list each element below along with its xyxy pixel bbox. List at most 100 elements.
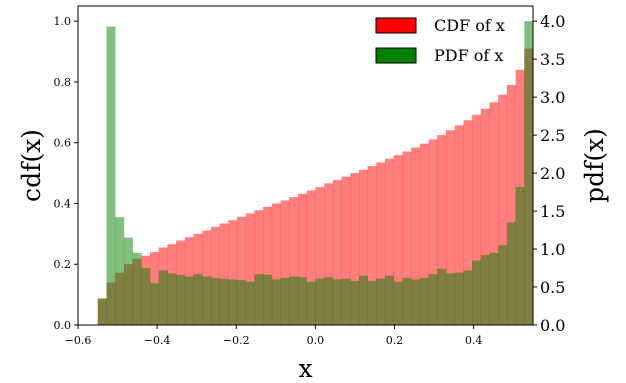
bottom-tick-label: −0.6 [65,334,92,347]
right-tick-label: 1.5 [540,202,565,221]
legend: CDF of x PDF of x [375,16,505,65]
x-axis-label: x [298,354,312,383]
pdf-bar-5 [141,268,151,325]
cdf-bar-46 [498,94,508,326]
right-tick-label: 2.5 [540,126,565,145]
pdf-bar-36 [411,279,421,325]
cdf-bar-23 [297,193,307,325]
cdf-bar-36 [411,147,421,325]
pdf-bar-14 [219,278,229,325]
pdf-bar-38 [428,274,438,325]
cdf-bar-34 [393,155,403,325]
pdf-bar-0 [97,298,107,325]
bottom-tick-label: 0.2 [386,334,404,347]
pdf-bar-25 [315,278,325,325]
cdf-bar-27 [332,180,342,325]
pdf-bar-6 [150,283,160,325]
cdf-bar-26 [324,183,334,325]
left-tick-label: 0.0 [54,319,72,332]
pdf-bar-22 [289,276,299,325]
left-tick-label: 0.4 [54,197,72,210]
cdf-bar-44 [480,108,490,325]
cdf-bar-24 [306,190,316,325]
cdf-bar-28 [341,176,351,325]
pdf-bar-9 [176,274,186,325]
legend-label-pdf: PDF of x [434,46,503,65]
bottom-axis: −0.6 −0.4 −0.2 0.0 0.2 0.4 [65,325,483,347]
pdf-bar-34 [393,281,403,325]
pdf-bar-42 [463,270,473,325]
pdf-bar-30 [358,275,368,325]
bottom-tick-label: 0.4 [465,334,483,347]
cdf-bar-43 [472,114,482,325]
bottom-tick-label: −0.2 [223,334,250,347]
right-tick-label: 3.5 [540,50,565,69]
right-axis: 0.0 0.5 1.0 1.5 2.0 2.5 3.0 3.5 4.0 [533,12,565,335]
pdf-bar-19 [263,274,273,325]
pdf-bar-40 [445,273,455,325]
cdf-bar-30 [358,169,368,325]
bottom-tick-label: 0.0 [307,334,325,347]
pdf-bar-15 [228,279,238,325]
pdf-bar-20 [271,279,281,325]
pdf-bar-33 [385,275,395,325]
legend-label-cdf: CDF of x [434,16,505,35]
right-tick-label: 3.0 [540,88,565,107]
pdf-bar-13 [210,277,220,325]
pdf-bar-44 [480,255,490,325]
y-axis-label-right: pdf(x) [580,128,609,203]
pdf-bar-3 [123,237,133,325]
left-tick-label: 0.2 [54,258,72,271]
cdf-bar-31 [367,166,377,325]
right-tick-label: 0.0 [540,316,565,335]
pdf-bar-12 [202,276,212,325]
pdf-bar-8 [167,273,177,325]
left-axis: 0.0 0.2 0.4 0.6 0.8 1.0 [54,15,78,332]
cdf-bar-29 [350,173,360,325]
cdf-bar-39 [437,135,447,325]
cdf-bar-21 [280,200,290,325]
pdf-bar-21 [280,277,290,325]
pdf-bar-45 [489,252,499,325]
pdf-bar-11 [193,274,203,325]
right-tick-label: 1.0 [540,240,565,259]
pdf-bar-27 [332,279,342,325]
cdf-bar-37 [419,143,429,325]
pdf-bar-1 [106,26,116,325]
pdf-bar-46 [498,245,508,325]
cdf-bar-15 [228,220,238,325]
cdf-bar-22 [289,197,299,325]
cdf-bar-41 [454,125,464,326]
pdf-bar-18 [254,274,264,325]
pdf-series [97,21,534,325]
pdf-bar-35 [402,277,412,325]
cdf-bar-19 [263,206,273,325]
right-tick-label: 4.0 [540,12,565,31]
cdf-bar-42 [463,120,473,325]
pdf-bar-23 [297,277,307,325]
right-tick-label: 0.5 [540,278,565,297]
cdf-bar-40 [445,130,455,325]
legend-swatch-pdf [375,47,417,64]
left-tick-label: 0.6 [54,137,72,150]
pdf-bar-2 [115,217,125,325]
left-tick-label: 0.8 [54,76,72,89]
bottom-tick-label: −0.4 [144,334,171,347]
pdf-bar-16 [237,280,247,325]
pdf-bar-32 [376,278,386,325]
cdf-bar-13 [210,226,220,325]
cdf-bar-33 [385,158,395,325]
cdf-bar-32 [376,162,386,325]
cdf-bar-20 [271,203,281,325]
pdf-bar-47 [506,222,516,325]
cdf-bar-45 [489,102,499,325]
pdf-bar-48 [515,186,525,325]
cdf-bar-35 [402,151,412,325]
pdf-bar-28 [341,278,351,325]
pdf-bar-41 [454,272,464,325]
pdf-bar-24 [306,281,316,325]
cdf-bar-17 [245,213,255,325]
cdf-bar-25 [315,187,325,325]
pdf-bar-26 [324,277,334,325]
